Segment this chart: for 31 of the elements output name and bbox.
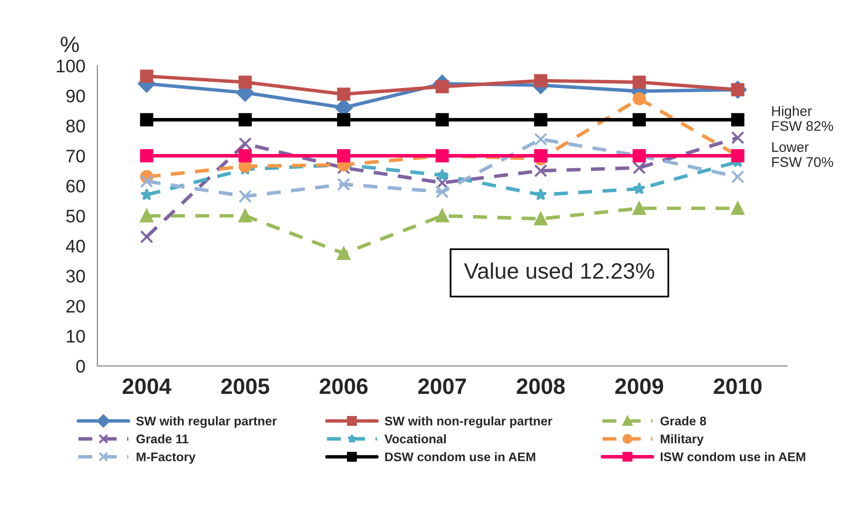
legend-label: SW with regular partner <box>136 416 277 428</box>
y-axis-title: % <box>60 36 79 52</box>
legend-label: ISW condom use in AEM <box>660 452 806 462</box>
x-tick-label: 2008 <box>516 378 565 394</box>
x-tick-label: 2010 <box>714 378 762 394</box>
legend-label: DSW condom use in AEM <box>385 452 536 462</box>
y-tick-label: 20 <box>66 300 85 313</box>
y-tick-label: 30 <box>66 270 85 283</box>
y-tick-label: 100 <box>56 60 85 72</box>
legend-label: Grade 11 <box>136 434 188 444</box>
y-tick-label: 90 <box>66 90 85 102</box>
annotation: Higher FSW 82% <box>772 106 834 131</box>
y-tick-label: 70 <box>66 150 85 162</box>
x-tick-label: 2005 <box>221 378 270 394</box>
y-tick-label: 60 <box>66 180 85 193</box>
y-tick-label: 80 <box>66 120 85 132</box>
annotation: Lower FSW 70% <box>772 142 834 167</box>
legend-label: M-Factory <box>136 452 196 464</box>
legend-label: Grade 8 <box>660 416 706 426</box>
legend-label: Military <box>660 434 704 446</box>
y-tick-label: 0 <box>76 360 85 373</box>
legend-label: SW with non-regular partner <box>384 416 552 428</box>
x-tick-label: 2004 <box>122 378 172 394</box>
x-tick-label: 2007 <box>418 378 466 394</box>
y-tick-label: 40 <box>66 240 85 253</box>
y-tick-label: 10 <box>66 330 85 343</box>
y-tick-label: 50 <box>66 210 85 223</box>
legend-label: Vocational <box>384 434 446 444</box>
annotation: Value used 12.23% <box>464 262 654 279</box>
x-tick-label: 2009 <box>615 378 664 394</box>
x-tick-label: 2006 <box>320 378 368 394</box>
